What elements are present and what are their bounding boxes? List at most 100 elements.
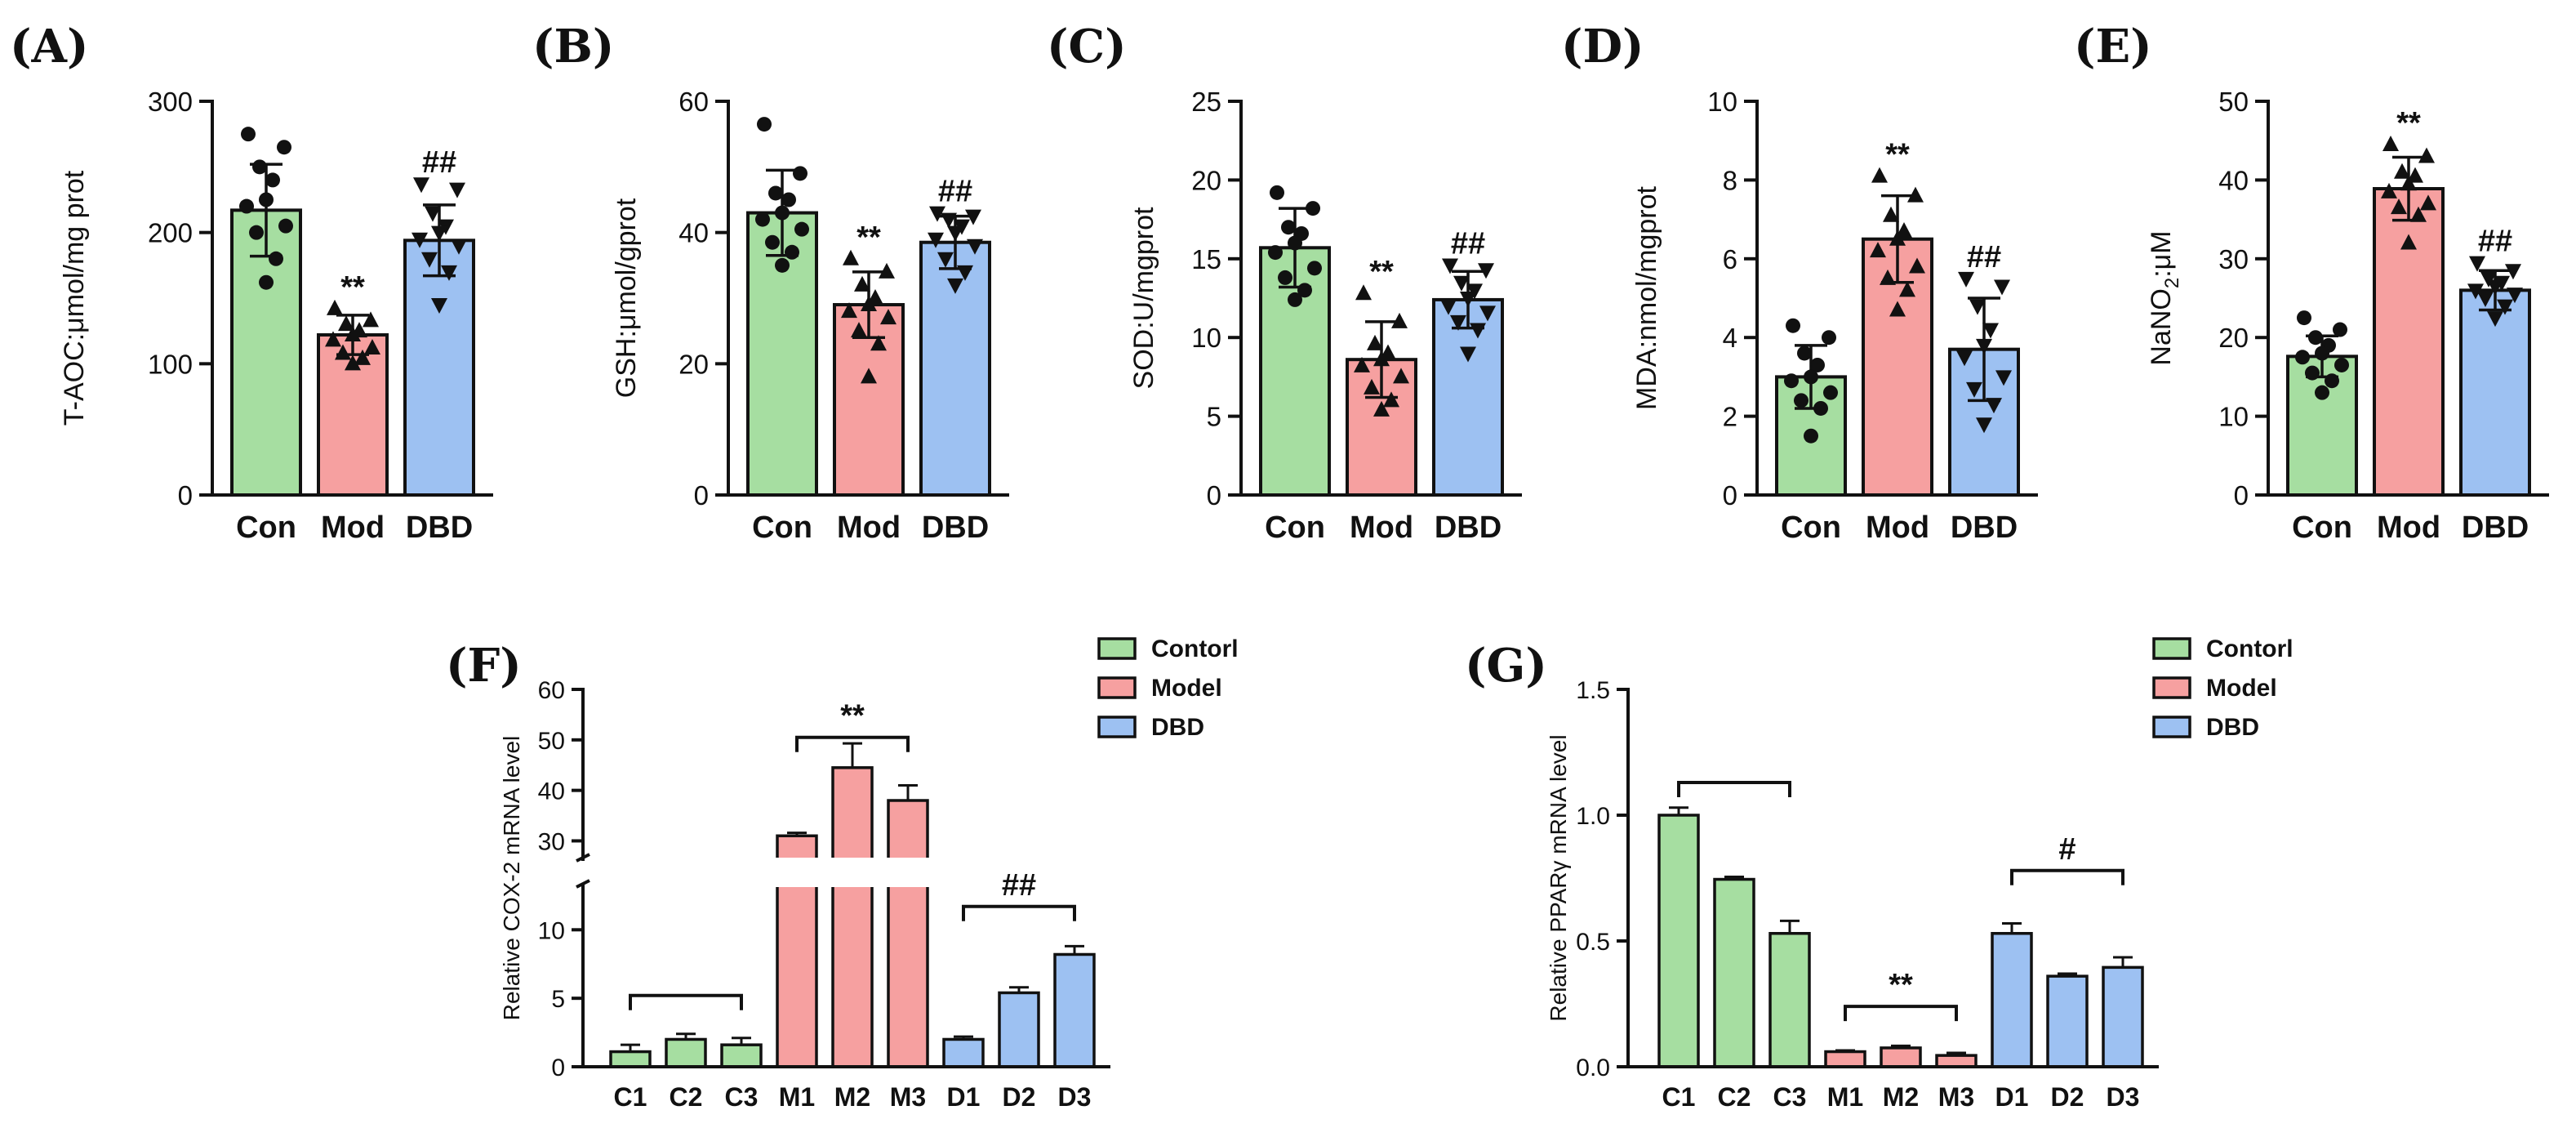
y-tick-label: 40 — [2218, 165, 2249, 195]
data-point — [239, 198, 254, 214]
data-point — [1896, 222, 1912, 239]
data-point — [937, 252, 954, 268]
legend-label: Model — [2206, 675, 2277, 702]
bar-d2 — [2046, 974, 2089, 1068]
data-point — [1804, 369, 1818, 385]
x-tick-label: C2 — [670, 1082, 703, 1112]
data-point — [1909, 257, 1925, 274]
data-point — [2305, 365, 2320, 381]
data-point — [1373, 400, 1390, 417]
x-tick-label: Con — [236, 511, 296, 545]
y-tick-label: 2 — [1723, 402, 1737, 432]
y-tick-label: 60 — [538, 677, 565, 704]
data-point — [345, 354, 361, 371]
legend-label: Contorl — [2206, 635, 2293, 662]
data-point — [880, 309, 896, 325]
data-point — [794, 221, 809, 237]
y-tick-label: 100 — [148, 349, 193, 379]
data-point — [2497, 299, 2513, 315]
data-point — [325, 331, 341, 347]
bar-d2 — [998, 991, 1040, 1068]
bar-c1 — [609, 1050, 652, 1068]
data-point — [1355, 284, 1372, 301]
data-point — [1460, 292, 1476, 307]
y-tick-label: 20 — [678, 349, 709, 379]
significance-bracket — [962, 904, 1076, 921]
data-point — [1393, 368, 1409, 384]
y-tick-label: 10 — [2218, 402, 2249, 432]
x-tick-label: C3 — [725, 1082, 759, 1112]
significance-mark: ** — [340, 270, 365, 305]
significance-bracket — [629, 993, 743, 1010]
y-tick-label: 0.0 — [1576, 1055, 1610, 1081]
x-tick-label: Con — [2292, 511, 2352, 545]
data-point — [947, 278, 963, 294]
bar-c1 — [1657, 814, 1700, 1068]
panel-label: (G) — [1465, 639, 1547, 693]
bar-d3 — [2102, 965, 2144, 1068]
y-tick-label: 0 — [2234, 480, 2249, 511]
data-point — [1297, 283, 1312, 298]
x-tick-label: M1 — [779, 1082, 815, 1112]
data-point — [1460, 346, 1476, 363]
data-point — [1870, 242, 1886, 258]
data-point — [775, 205, 790, 221]
data-point — [2333, 322, 2347, 337]
x-tick-label: M2 — [834, 1082, 870, 1112]
bar-dbd — [1432, 297, 1504, 497]
legend-swatch-mod — [1097, 676, 1137, 699]
data-point — [431, 225, 447, 242]
data-point — [929, 206, 945, 222]
legend-label: DBD — [2206, 714, 2259, 741]
data-point — [449, 182, 465, 198]
data-point — [843, 249, 859, 265]
x-tick-label: D1 — [947, 1082, 981, 1112]
axis-break-mark — [576, 853, 590, 863]
data-point — [879, 262, 895, 279]
y-tick-label: 30 — [2218, 244, 2249, 274]
y-tick-label: 50 — [538, 728, 565, 755]
bar-m2 — [1880, 1046, 1922, 1068]
significance-mark: ** — [840, 699, 865, 733]
bar-c3 — [720, 1043, 763, 1068]
bar-mod — [1862, 237, 1933, 497]
x-tick-label: DBD — [1435, 511, 1502, 545]
data-point — [335, 344, 351, 360]
panel-f: (F) 0 5 10 30 40 50 60 Relative COX-2 mRNA level… — [446, 635, 1239, 1112]
data-point — [851, 322, 867, 338]
x-tick-label: D2 — [1003, 1082, 1036, 1112]
data-point — [2494, 275, 2510, 292]
legend-swatch-con — [2152, 637, 2191, 660]
y-tick-label: 1.5 — [1576, 677, 1610, 704]
y-axis-label: T-AOC:μmol/mg prot — [59, 170, 90, 426]
data-point — [2308, 330, 2323, 346]
data-point — [1364, 378, 1380, 395]
significance-mark: ** — [1369, 255, 1394, 289]
y-tick-label: 5 — [551, 986, 565, 1013]
data-point — [965, 209, 981, 225]
data-point — [1478, 263, 1494, 279]
data-point — [957, 265, 973, 281]
data-point — [861, 368, 877, 384]
data-point — [1270, 185, 1284, 200]
significance-mark: # — [2058, 832, 2075, 867]
bar-c2 — [1713, 877, 1755, 1068]
significance-mark: ** — [1885, 138, 1910, 172]
x-tick-label: D3 — [1058, 1082, 1092, 1112]
data-point — [1871, 167, 1888, 183]
legend-swatch-dbd — [2152, 716, 2191, 738]
data-point — [1969, 299, 1986, 315]
x-tick-label: Con — [752, 511, 812, 545]
data-point — [1453, 275, 1470, 292]
bar-mod — [833, 303, 905, 497]
x-tick-label: DBD — [2462, 511, 2529, 545]
data-point — [2467, 283, 2484, 300]
data-point — [269, 251, 283, 266]
y-tick-label: 15 — [1191, 244, 1221, 274]
bar-con — [230, 208, 302, 497]
data-point — [870, 335, 887, 351]
data-point — [768, 185, 783, 201]
data-point — [1391, 312, 1408, 328]
x-tick-label: M2 — [1883, 1082, 1919, 1112]
x-tick-label: Con — [1781, 511, 1841, 545]
